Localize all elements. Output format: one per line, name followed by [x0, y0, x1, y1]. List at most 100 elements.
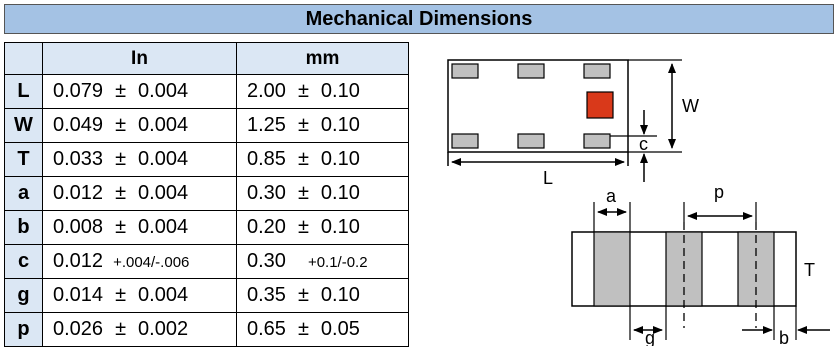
table-row: L 0.079 ±0.004 2.00 ±0.10 — [4, 74, 409, 109]
inch-value: 0.049 — [53, 114, 104, 136]
table-header-row: In mm — [4, 42, 409, 75]
label-w: W — [682, 96, 699, 116]
plus-minus: ± — [115, 216, 127, 238]
row-label: b — [4, 210, 43, 245]
inch-cell: 0.049 ±0.004 — [42, 108, 237, 143]
mm-value: 0.65 — [247, 318, 286, 340]
label-g: g — [645, 328, 655, 346]
plus-minus: ± — [297, 318, 309, 340]
mm-tolerance: 0.10 — [320, 182, 360, 204]
plus-minus: ± — [115, 318, 127, 340]
plus-minus: ± — [115, 80, 127, 102]
plus-minus: ± — [115, 148, 127, 170]
label-l: L — [543, 168, 553, 188]
row-label: T — [4, 142, 43, 177]
header-inch: In — [42, 42, 237, 75]
mm-cell: 1.25 ±0.10 — [236, 108, 409, 143]
mm-tolerance-text: +0.1/-0.2 — [307, 254, 368, 271]
plus-minus: ± — [297, 216, 309, 238]
plus-minus: ± — [297, 114, 309, 136]
inch-cell: 0.008 ±0.004 — [42, 210, 237, 245]
label-a: a — [606, 186, 617, 206]
mm-cell: 0.65 ±0.05 — [236, 312, 409, 347]
top-view: W c L — [447, 59, 699, 188]
dimension-drawing: W c L a p T — [447, 59, 830, 346]
row-label: W — [4, 108, 43, 143]
mm-cell: 2.00 ±0.10 — [236, 74, 409, 109]
inch-value: 0.033 — [53, 148, 104, 170]
plus-minus: ± — [115, 284, 127, 306]
mm-value: 1.25 — [247, 114, 286, 136]
inch-cell: 0.079 ±0.004 — [42, 74, 237, 109]
terminal-pad — [451, 133, 479, 149]
inch-cell: 0.012 ±0.004 — [42, 176, 237, 211]
inch-cell: 0.033 ±0.004 — [42, 142, 237, 177]
mechanical-dimensions-panel: Mechanical Dimensions In mm L 0.079 ±0.00… — [4, 4, 836, 353]
inch-value: 0.012 — [53, 250, 104, 272]
side-view: a p T g b — [571, 182, 830, 346]
mm-cell: 0.30 ±0.10 — [236, 176, 409, 211]
inch-tolerance: 0.002 — [138, 318, 189, 340]
row-label: c — [4, 244, 43, 279]
mm-cell: 0.35 ±0.10 — [236, 278, 409, 313]
label-t: T — [804, 260, 815, 280]
inch-value: 0.079 — [53, 80, 104, 102]
mm-tolerance: 0.10 — [320, 114, 360, 136]
mm-value: 0.20 — [247, 216, 286, 238]
inch-value: 0.026 — [53, 318, 104, 340]
inch-cell: 0.012 +.004/-.006 — [42, 244, 237, 279]
row-label: g — [4, 278, 43, 313]
mm-value: 2.00 — [247, 80, 286, 102]
mm-value: 0.30 — [247, 250, 286, 272]
inch-tolerance: 0.004 — [138, 216, 189, 238]
inch-cell: 0.014 ±0.004 — [42, 278, 237, 313]
mm-tolerance: 0.05 — [320, 318, 360, 340]
plus-minus: ± — [115, 182, 127, 204]
mm-value: 0.85 — [247, 148, 286, 170]
mm-cell: 0.20 ±0.10 — [236, 210, 409, 245]
mm-tolerance: 0.10 — [320, 148, 360, 170]
table-row: g 0.014 ±0.004 0.35 ±0.10 — [4, 278, 409, 313]
inch-value: 0.014 — [53, 284, 104, 306]
inch-tolerance: 0.004 — [138, 284, 189, 306]
label-c: c — [639, 134, 648, 154]
plus-minus: ± — [115, 114, 127, 136]
table-row: b 0.008 ±0.004 0.20 ±0.10 — [4, 210, 409, 245]
mm-tolerance: 0.10 — [320, 80, 360, 102]
label-b: b — [779, 328, 789, 346]
plus-minus: ± — [297, 148, 309, 170]
header-mm: mm — [236, 42, 409, 75]
table-row: c 0.012 +.004/-.006 0.30 +0.1/-0.2 — [4, 244, 409, 279]
row-label: L — [4, 74, 43, 109]
terminal-pad — [583, 133, 611, 149]
terminal-pad — [451, 63, 479, 79]
dimensions-table: In mm L 0.079 ±0.004 2.00 ±0.10 W 0.049 ±0.… — [4, 42, 409, 347]
mm-cell: 0.85 ±0.10 — [236, 142, 409, 177]
terminal-pad — [583, 63, 611, 79]
inch-value: 0.008 — [53, 216, 104, 238]
mm-cell: 0.30 +0.1/-0.2 — [236, 244, 409, 279]
table-row: W 0.049 ±0.004 1.25 ±0.10 — [4, 108, 409, 143]
inch-value: 0.012 — [53, 182, 104, 204]
mm-value: 0.30 — [247, 182, 286, 204]
inch-cell: 0.026 ±0.002 — [42, 312, 237, 347]
terminal-pad — [517, 133, 545, 149]
mm-tolerance: 0.10 — [320, 284, 360, 306]
header-corner-cell — [4, 42, 43, 75]
terminal-pad — [517, 63, 545, 79]
row-label: a — [4, 176, 43, 211]
inch-tolerance: 0.004 — [138, 182, 189, 204]
pin1-marker — [586, 91, 614, 119]
panel-title: Mechanical Dimensions — [4, 4, 834, 34]
mm-value: 0.35 — [247, 284, 286, 306]
table-row: a 0.012 ±0.004 0.30 ±0.10 — [4, 176, 409, 211]
plus-minus: ± — [297, 284, 309, 306]
inch-tolerance: 0.004 — [138, 114, 189, 136]
inch-tolerance: 0.004 — [138, 148, 189, 170]
inch-tolerance-text: +.004/-.006 — [113, 254, 190, 271]
side-terminal — [593, 231, 631, 307]
row-label: p — [4, 312, 43, 347]
plus-minus: ± — [297, 80, 309, 102]
chip-outline-top — [447, 59, 629, 153]
mm-tolerance: 0.10 — [320, 216, 360, 238]
